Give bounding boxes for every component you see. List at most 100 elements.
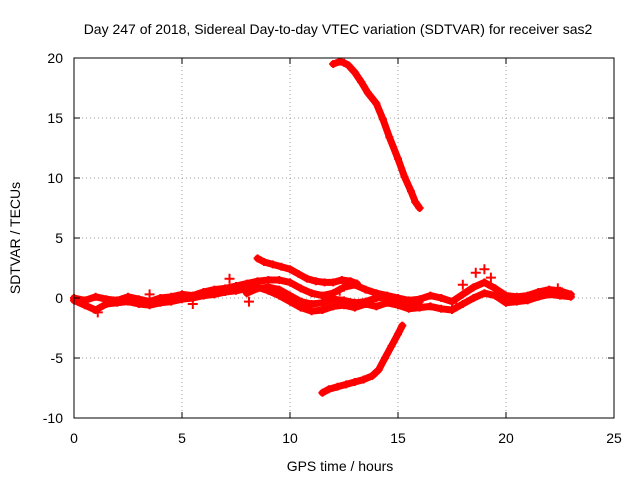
data-point xyxy=(167,297,176,306)
data-point xyxy=(426,291,435,300)
data-point xyxy=(350,68,359,77)
data-point xyxy=(502,298,510,307)
data-point xyxy=(470,267,481,278)
data-point xyxy=(275,285,284,294)
data-point xyxy=(156,298,165,307)
data-point xyxy=(307,307,316,316)
data-point xyxy=(415,297,424,306)
data-point xyxy=(187,299,198,309)
data-point xyxy=(307,300,316,308)
x-tick-label: 5 xyxy=(178,430,186,446)
data-point xyxy=(294,270,303,278)
data-point xyxy=(415,204,424,212)
data-point xyxy=(469,294,478,302)
data-point xyxy=(437,294,446,302)
data-point xyxy=(199,291,208,300)
data-point xyxy=(485,272,496,283)
x-tick-label: 25 xyxy=(606,430,622,446)
data-point xyxy=(451,301,462,312)
data-point xyxy=(178,295,186,304)
data-point xyxy=(400,172,409,181)
data-point xyxy=(342,380,351,389)
data-point xyxy=(307,289,316,298)
data-point xyxy=(113,298,122,307)
data-point xyxy=(92,307,103,318)
data-point xyxy=(318,306,327,314)
data-point xyxy=(335,57,344,66)
data-point xyxy=(372,302,381,311)
chart-title: Day 247 of 2018, Sidereal Day-to-day VTE… xyxy=(84,21,593,37)
data-point xyxy=(80,301,89,310)
data-point xyxy=(398,321,407,330)
data-point xyxy=(329,295,338,304)
data-point xyxy=(333,382,342,391)
data-point xyxy=(387,342,396,350)
data-point xyxy=(480,289,489,298)
data-point xyxy=(480,278,489,287)
data-point xyxy=(479,264,490,275)
data-point xyxy=(286,278,294,287)
data-point xyxy=(383,292,392,301)
data-point xyxy=(277,262,286,271)
data-point xyxy=(318,298,327,307)
data-point xyxy=(545,290,554,299)
data-point xyxy=(275,276,284,284)
series-arc-8-5-to-13 xyxy=(253,254,361,288)
data-point xyxy=(268,260,277,269)
data-point xyxy=(296,284,305,293)
series-spikes xyxy=(92,264,563,318)
data-point xyxy=(361,285,370,294)
data-point xyxy=(318,291,327,300)
data-point xyxy=(372,294,381,302)
y-tick-label: -10 xyxy=(43,410,63,426)
data-point xyxy=(411,198,420,206)
data-point xyxy=(406,187,415,196)
data-point xyxy=(264,283,273,292)
data-point xyxy=(253,284,262,293)
data-point xyxy=(320,278,329,287)
data-point xyxy=(346,277,355,286)
data-point xyxy=(260,258,269,266)
data-point xyxy=(469,283,478,292)
data-point xyxy=(337,276,346,284)
data-point xyxy=(329,302,338,311)
data-point xyxy=(318,388,327,397)
data-point xyxy=(394,154,402,163)
data-point xyxy=(357,78,366,86)
grid-lines xyxy=(74,58,614,418)
data-point xyxy=(458,300,467,308)
data-point xyxy=(324,385,333,394)
data-point xyxy=(243,296,254,307)
data-point xyxy=(363,88,372,97)
data-point xyxy=(381,354,390,362)
data-point xyxy=(458,290,467,299)
data-point xyxy=(457,279,468,290)
data-point xyxy=(372,99,381,108)
data-point xyxy=(311,277,320,286)
data-point xyxy=(344,61,353,70)
data-point xyxy=(253,254,262,263)
data-point xyxy=(426,302,435,311)
data-point xyxy=(374,366,383,374)
data-point xyxy=(145,301,154,310)
data-points xyxy=(70,57,575,397)
series-low-track xyxy=(318,321,407,397)
y-tick-label: 5 xyxy=(55,230,63,246)
data-point xyxy=(352,279,361,288)
data-point xyxy=(350,378,359,386)
data-point xyxy=(329,60,338,68)
data-point xyxy=(566,292,575,301)
data-point xyxy=(394,330,402,338)
data-point xyxy=(350,298,359,307)
data-point xyxy=(296,297,305,306)
data-point xyxy=(502,291,510,300)
y-axis-label: SDTVAR / TECUs xyxy=(7,182,23,294)
data-point xyxy=(340,296,348,305)
data-point xyxy=(340,58,348,67)
x-tick-label: 0 xyxy=(70,430,78,446)
y-tick-label: 0 xyxy=(55,290,63,306)
data-point xyxy=(361,297,370,306)
x-tick-label: 10 xyxy=(282,430,298,446)
data-point xyxy=(329,278,338,287)
